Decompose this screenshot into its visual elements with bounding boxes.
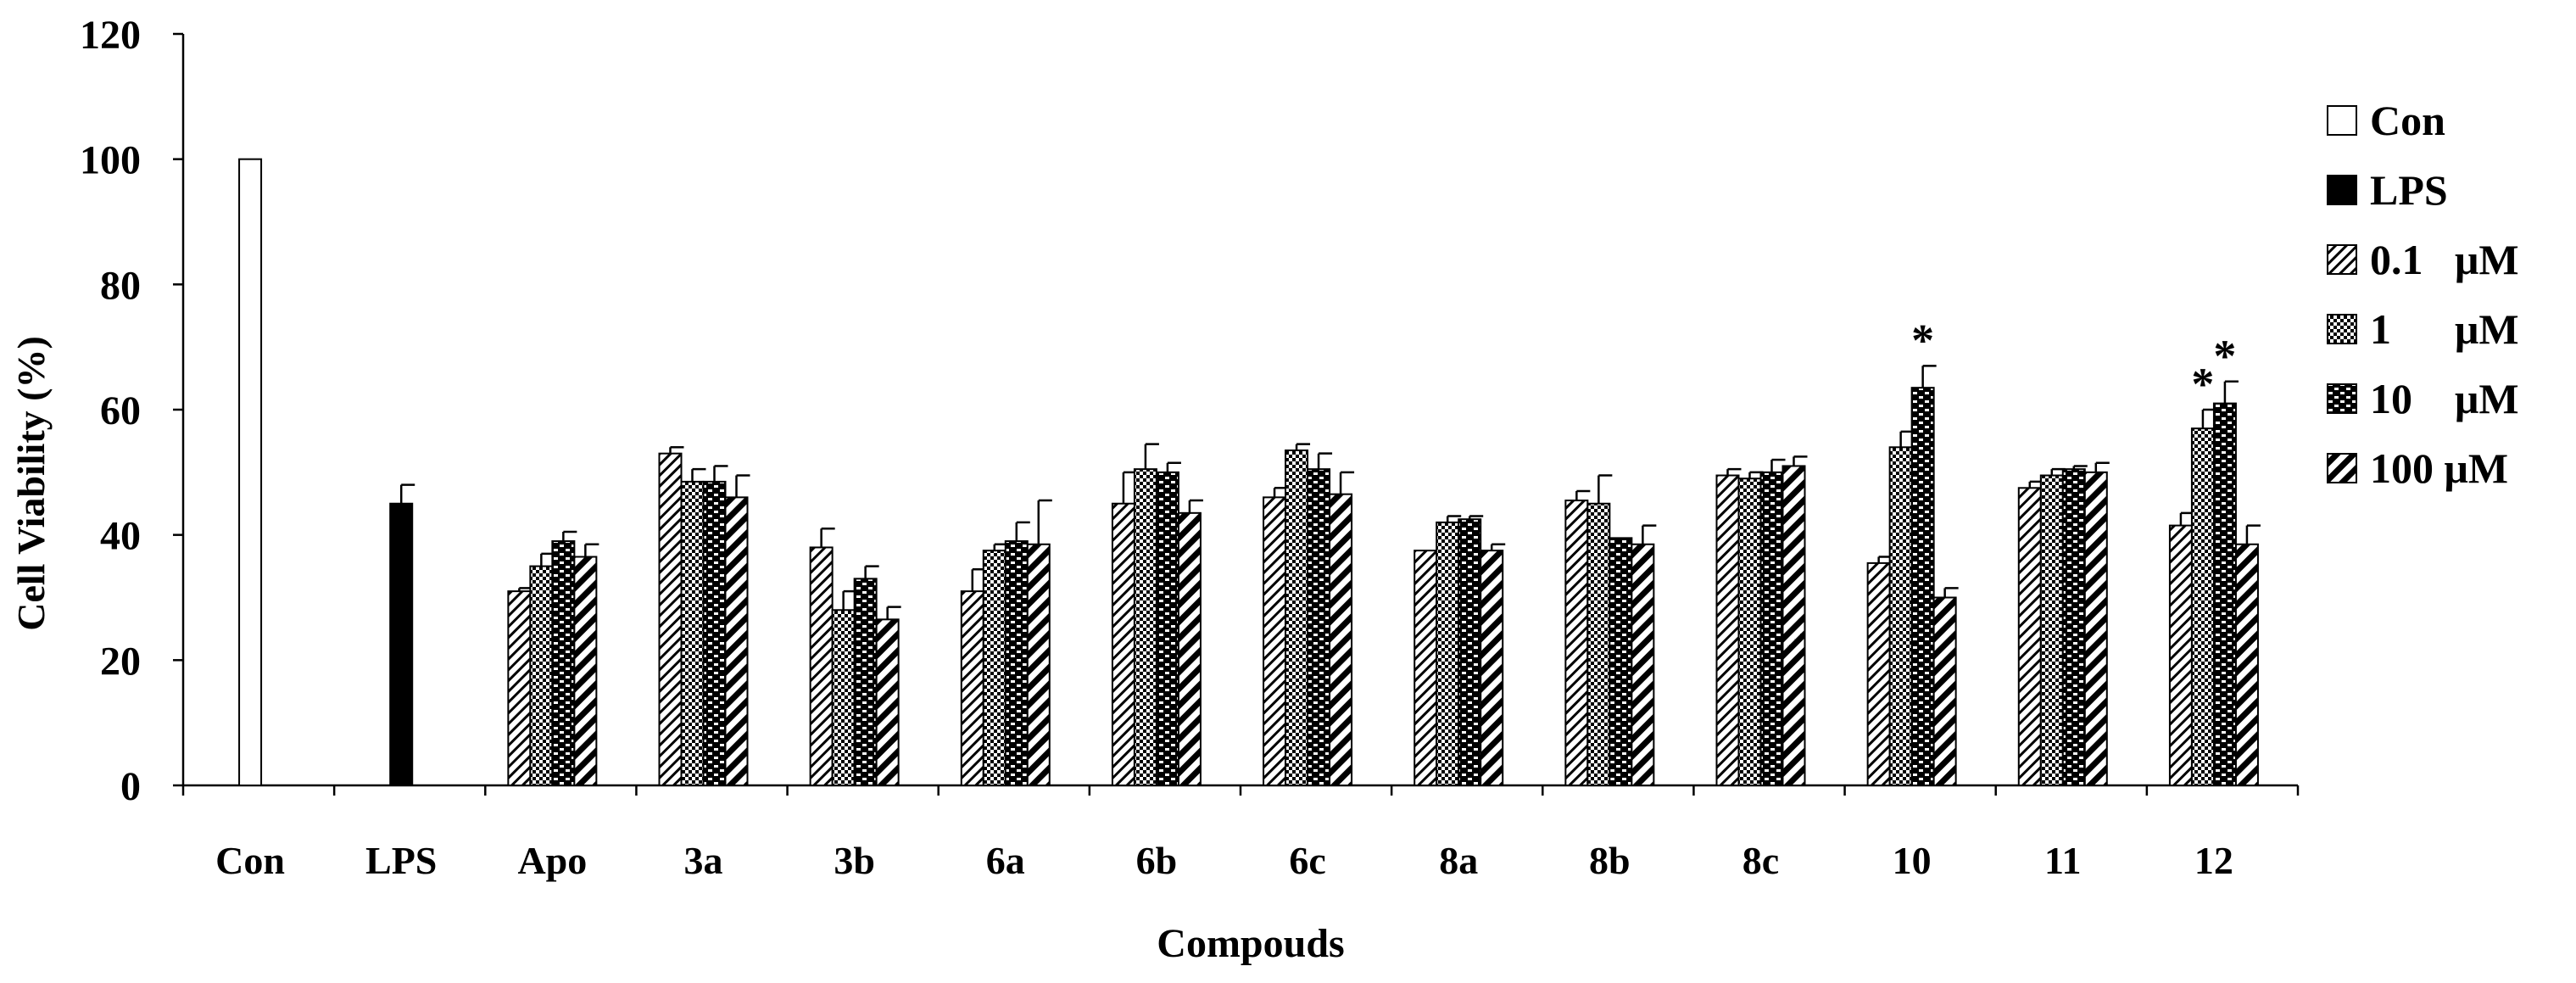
bar: [1177, 511, 1202, 786]
y-tick-label: 20: [100, 639, 141, 684]
bar: [1155, 471, 1179, 786]
legend-label: 10 μM: [2370, 375, 2519, 422]
bar: [1781, 465, 1806, 786]
bar: [1480, 550, 1504, 786]
y-tick-label: 80: [100, 263, 141, 308]
bar: [658, 452, 683, 787]
bar: [2190, 427, 2215, 786]
bar: [1133, 468, 1157, 786]
bar: [680, 480, 705, 786]
y-axis-title-group: Cell Viability (%): [9, 336, 53, 631]
legend-swatch: [2327, 175, 2357, 205]
bar: [389, 502, 414, 786]
y-tick-label: 100: [80, 138, 141, 183]
bar: [1866, 561, 1891, 786]
bar: [831, 609, 856, 786]
x-tick-label: 8b: [1589, 839, 1631, 882]
y-tick-label: 0: [120, 764, 141, 809]
bar: [238, 158, 263, 786]
x-tick-label: 3a: [684, 839, 723, 882]
x-tick-label: LPS: [365, 839, 437, 882]
y-tick-label: 120: [80, 13, 141, 58]
bar: [2234, 543, 2259, 786]
significance-marker: *: [1911, 315, 1934, 366]
x-tick-label: 6c: [1289, 839, 1325, 882]
bar: [1609, 537, 1633, 786]
x-tick-label: 12: [2194, 839, 2233, 882]
bar: [960, 590, 984, 786]
bar: [2212, 402, 2237, 786]
significance-marker: *: [2191, 359, 2214, 410]
bar: [1436, 521, 1460, 787]
legend-label: LPS: [2370, 166, 2448, 214]
bar: [1910, 387, 1935, 786]
x-tick-label: Apo: [517, 839, 587, 882]
x-tick-label: 8a: [1439, 839, 1478, 882]
legend-swatch: [2327, 383, 2357, 414]
legend-swatch: [2327, 105, 2357, 136]
bar: [2083, 471, 2108, 786]
legend-swatch: [2327, 453, 2357, 483]
x-tick-label: 3b: [834, 839, 875, 882]
legend: Con LPS 0.1 μM 1 μM 10 μM 100 μM: [2327, 97, 2519, 492]
bar: [724, 496, 749, 786]
bar: [702, 480, 727, 786]
bar: [2061, 468, 2086, 786]
x-tick-label: 6a: [986, 839, 1025, 882]
x-tick-label: Con: [215, 839, 285, 882]
x-tick-label: 11: [2044, 839, 2081, 882]
bar: [1888, 446, 1913, 786]
legend-label: 0.1 μM: [2370, 236, 2519, 283]
bar: [1285, 449, 1309, 786]
bar: [529, 565, 554, 786]
bar: [1586, 502, 1611, 786]
significance-marker: *: [2213, 331, 2236, 382]
legend-label: Con: [2370, 97, 2445, 144]
bar: [551, 540, 576, 786]
bar: [2039, 474, 2064, 787]
bar: [1111, 502, 1135, 786]
bar: [2168, 524, 2193, 786]
bar: [1458, 518, 1482, 786]
bar: [1004, 540, 1029, 786]
y-tick-label: 40: [100, 514, 141, 559]
legend-label: 1 μM: [2370, 305, 2519, 353]
y-tick-label: 60: [100, 388, 141, 433]
y-axis-title: Cell Viability (%): [9, 336, 53, 631]
bar: [1263, 496, 1287, 786]
bar: [1307, 468, 1331, 786]
legend-swatch: [2327, 314, 2357, 344]
bar: [1932, 596, 1957, 786]
bar: [1715, 474, 1740, 787]
bar: [1759, 471, 1784, 786]
bar: [1564, 500, 1589, 787]
bar: [875, 618, 900, 787]
bar: [982, 550, 1006, 786]
bars: ***: [238, 158, 2261, 787]
x-tick-label: 8c: [1742, 839, 1779, 882]
legend-swatch: [2327, 244, 2357, 275]
x-axis-title: Compouds: [1157, 921, 1344, 966]
bar: [1413, 550, 1438, 786]
bar: [1026, 543, 1051, 786]
legend-label: 100 μM: [2370, 444, 2508, 492]
bar: [573, 556, 598, 787]
bar: [1329, 493, 1353, 786]
bar: [853, 578, 878, 786]
x-tick-label: 6b: [1136, 839, 1178, 882]
bar: [809, 546, 834, 787]
bar: [1737, 478, 1762, 786]
bar: [1631, 543, 1655, 786]
bar: [2017, 487, 2042, 787]
x-tick-label: 10: [1893, 839, 1932, 882]
bar: [507, 590, 532, 786]
x-tick-labels: Con LPS Apo 3a 3b 6a 6b 6c 8a 8b 8c 10 11 12: [215, 839, 2233, 882]
